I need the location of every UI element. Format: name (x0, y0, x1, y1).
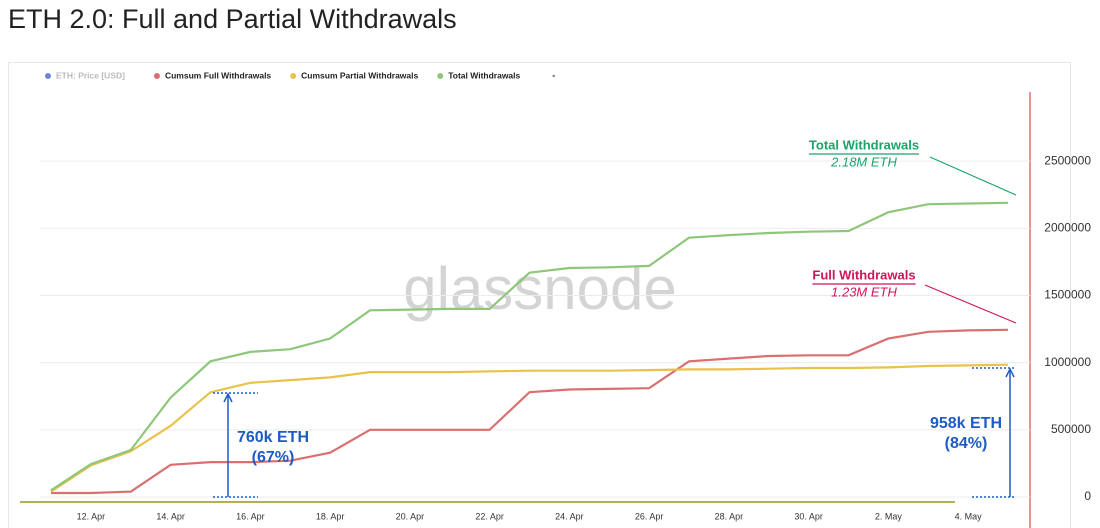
series-line (50, 201, 1009, 492)
legend-dot (290, 73, 297, 79)
y-tick-label: 500000 (1051, 422, 1091, 436)
legend-label: ETH: Price [USD] (56, 70, 125, 80)
y-tick-label: 2500000 (1044, 153, 1091, 167)
legend-dot (45, 73, 51, 79)
annotation-title: Total Withdrawals (809, 137, 919, 152)
y-tick-label: 1000000 (1044, 355, 1091, 369)
x-tick-label: 2. May (875, 511, 903, 521)
annotation-subtext: (67%) (252, 449, 295, 466)
y-tick-label: 2000000 (1044, 221, 1091, 235)
legend-label: - (552, 70, 555, 80)
y-tick-label: 1500000 (1044, 288, 1091, 302)
series-line (51, 328, 1009, 495)
x-tick-label: 16. Apr (236, 511, 265, 521)
x-tick-label: 12. Apr (77, 511, 106, 521)
arrow-head (223, 392, 233, 403)
annotation-title: Full Withdrawals (812, 267, 915, 282)
annotation-subtext: 2.18M ETH (830, 154, 897, 169)
chart-card (8, 62, 1071, 528)
annotation-subtext: (84%) (945, 435, 988, 452)
x-tick-label: 20. Apr (396, 511, 425, 521)
page-title: ETH 2.0: Full and Partial Withdrawals (8, 4, 457, 34)
x-tick-label: 26. Apr (635, 511, 664, 521)
annotation-subtext: 1.23M ETH (831, 284, 897, 299)
pointer (929, 156, 1017, 196)
x-tick-label: 14. Apr (156, 511, 185, 521)
legend-dot (153, 73, 160, 79)
annotation-title: 958k ETH (930, 415, 1002, 432)
x-tick-label: 18. Apr (316, 511, 345, 521)
series-line (50, 363, 1009, 493)
x-tick-label: 22. Apr (475, 511, 504, 521)
pointer (924, 284, 1017, 324)
annotation-title: 760k ETH (237, 429, 309, 446)
legend-label: Cumsum Full Withdrawals (165, 70, 271, 80)
y-tick-label: 0 (1084, 489, 1091, 503)
x-tick-label: 4. May (955, 511, 983, 521)
legend-label: Cumsum Partial Withdrawals (301, 70, 418, 80)
legend-label: Total Withdrawals (448, 70, 520, 80)
legend-dot (437, 73, 444, 79)
arrow-head (1005, 367, 1015, 378)
watermark: glassnode (403, 255, 677, 322)
x-tick-label: 30. Apr (794, 511, 823, 521)
x-tick-label: 24. Apr (555, 511, 584, 521)
x-tick-label: 28. Apr (715, 511, 744, 521)
